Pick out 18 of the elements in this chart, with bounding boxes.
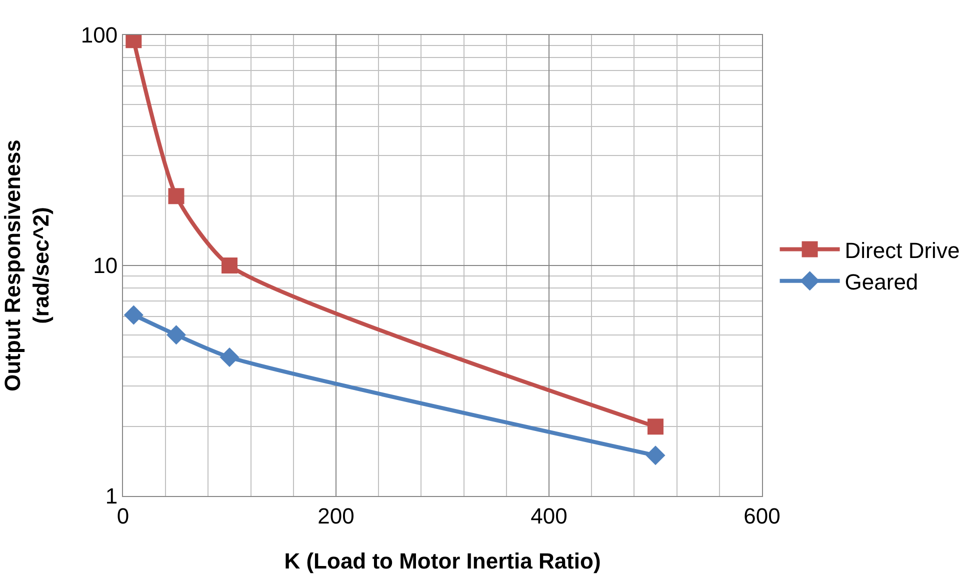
point <box>168 188 184 204</box>
x-tick-label: 400 <box>530 503 568 528</box>
y-tick-label: 100 <box>80 22 118 48</box>
y-tick-label: 10 <box>93 253 118 278</box>
point <box>646 446 666 466</box>
point <box>222 258 238 274</box>
x-tick-label: 0 <box>116 503 130 528</box>
y-tick-label: 1 <box>105 484 118 509</box>
y-axis-title: Output Responsiveness (rad/sec^2) <box>0 140 54 392</box>
point <box>124 305 144 325</box>
x-tick-label: 200 <box>318 503 354 528</box>
x-tick-label: 600 <box>744 503 780 528</box>
x-axis-title: K (Load to Motor Inertia Ratio) <box>284 548 601 574</box>
legend-label: Direct Drive <box>844 238 960 263</box>
legend-label: Geared <box>844 269 918 294</box>
point <box>220 347 240 367</box>
point <box>648 418 664 435</box>
point <box>166 325 186 345</box>
